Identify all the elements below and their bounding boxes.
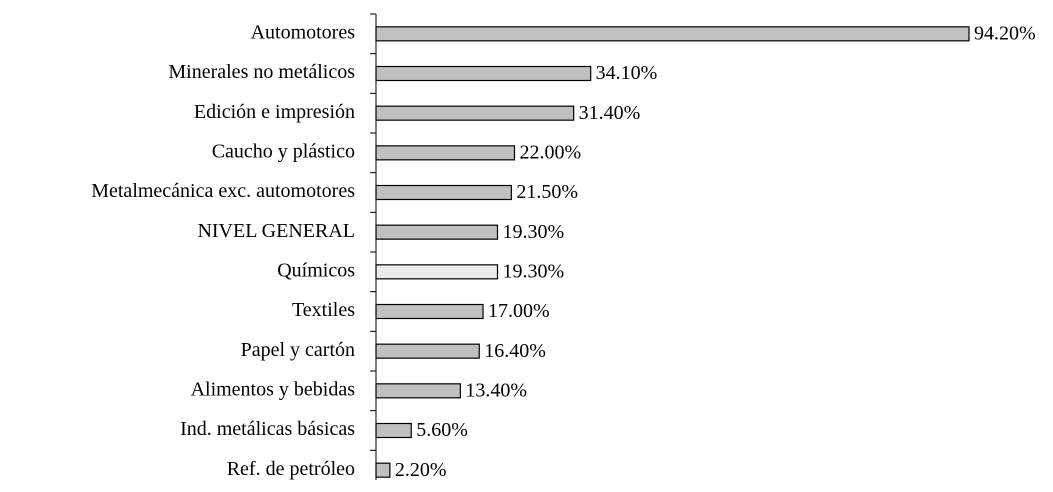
bar	[375, 145, 516, 161]
category-label: Papel y cartón	[241, 339, 355, 361]
bar	[375, 105, 575, 121]
category-label: Caucho y plástico	[212, 140, 355, 162]
value-label: 31.40%	[579, 102, 641, 124]
value-label: 13.40%	[465, 379, 527, 401]
bar	[375, 383, 461, 399]
value-label: 2.20%	[395, 459, 447, 481]
bar	[375, 422, 412, 439]
value-label: 5.60%	[416, 419, 468, 441]
value-label: 16.40%	[484, 340, 546, 362]
category-label: Ref. de petróleo	[227, 458, 355, 480]
value-label: 19.30%	[502, 221, 564, 243]
value-label: 22.00%	[519, 141, 581, 163]
category-label: Edición e impresión	[194, 101, 355, 123]
bar	[375, 65, 592, 82]
bar	[375, 184, 512, 201]
category-label: Metalmecánica exc. automotores	[91, 180, 355, 202]
value-label: 94.20%	[974, 22, 1036, 44]
category-label: Automotores	[251, 21, 356, 43]
category-label: NIVEL GENERAL	[197, 220, 355, 242]
value-label: 19.30%	[502, 260, 564, 282]
bar	[375, 303, 484, 320]
bar	[375, 224, 499, 240]
category-label: Alimentos y bebidas	[191, 378, 356, 400]
value-label: 34.10%	[596, 62, 658, 84]
bar	[375, 462, 391, 478]
bar	[375, 343, 480, 359]
value-label: 17.00%	[488, 300, 550, 322]
category-label: Minerales no metálicos	[168, 61, 355, 83]
category-label: Ind. metálicas básicas	[180, 418, 355, 440]
bar	[375, 264, 499, 280]
category-label: Textiles	[292, 299, 355, 321]
value-label: 21.50%	[516, 181, 578, 203]
bar	[375, 26, 970, 42]
category-label: Químicos	[277, 259, 355, 281]
